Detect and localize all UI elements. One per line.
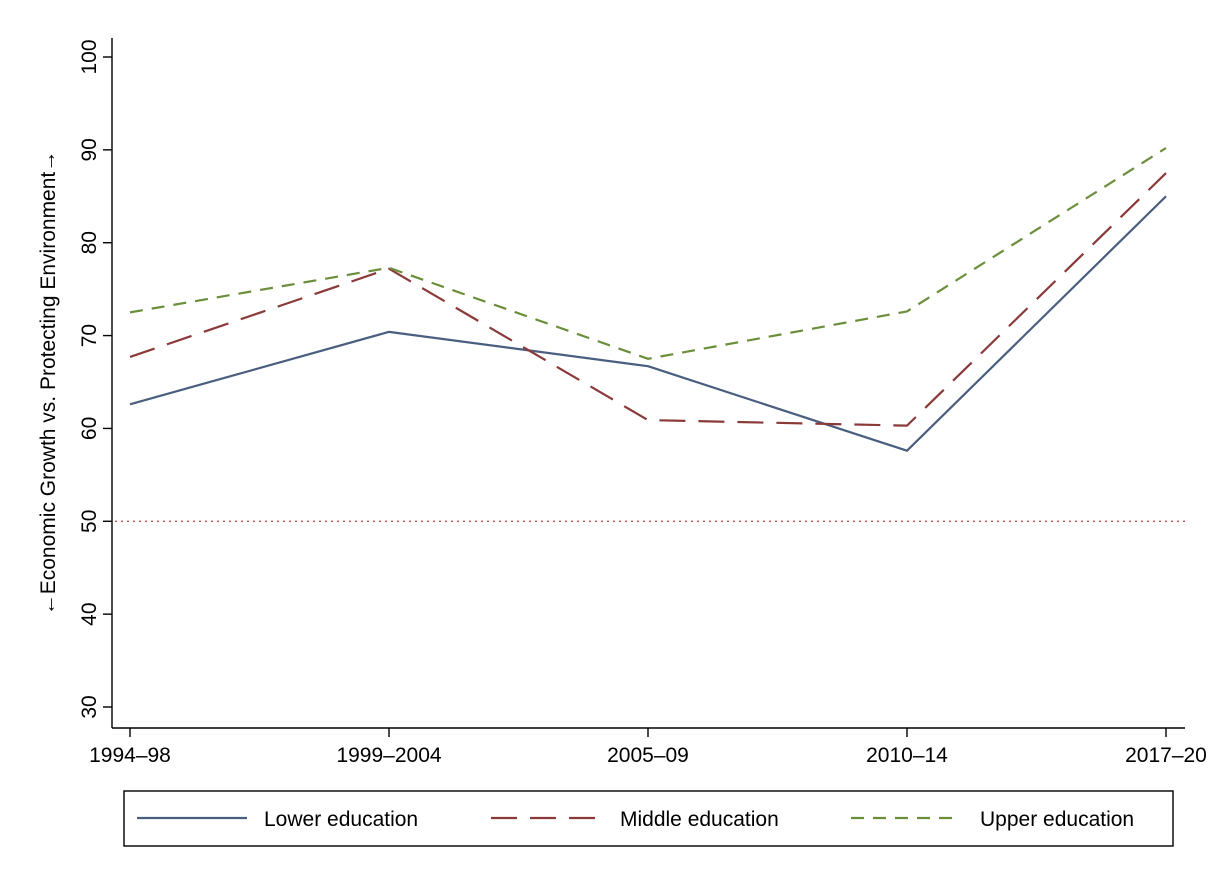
plot-area [115, 147, 1185, 522]
series-line-upper-education [129, 147, 1167, 360]
y-tick-label-60: 60 [78, 417, 101, 440]
y-tick-label-100: 100 [78, 39, 101, 74]
y-tick-label-40: 40 [78, 602, 101, 625]
legend: Lower education Middle education Upper edu… [123, 790, 1174, 847]
axes: 30 40 50 60 70 80 90 100 1994–98 1999–2004 2005–09… [78, 38, 1207, 767]
y-tick-label-80: 80 [78, 231, 101, 254]
y-tick-label-50: 50 [78, 510, 101, 533]
y-tick-label-90: 90 [78, 138, 101, 161]
series-line-middle-education [129, 172, 1167, 427]
legend-box [123, 790, 1174, 847]
legend-label-upper-education: Upper education [980, 808, 1134, 831]
x-tick-label-0: 1994–98 [89, 744, 171, 767]
series-line-lower-education [129, 195, 1167, 452]
legend-label-middle-education: Middle education [620, 808, 779, 831]
x-tick-label-2: 2005–09 [607, 744, 689, 767]
x-tick-label-4: 2017–20 [1125, 744, 1207, 767]
x-tick-label-3: 2010–14 [866, 744, 948, 767]
y-tick-label-30: 30 [78, 695, 101, 718]
y-tick-label-70: 70 [78, 324, 101, 347]
y-axis-title: ←Economic Growth vs. Protecting Environm… [37, 151, 60, 616]
legend-label-lower-education: Lower education [264, 808, 418, 831]
x-tick-label-1: 1999–2004 [336, 744, 441, 767]
